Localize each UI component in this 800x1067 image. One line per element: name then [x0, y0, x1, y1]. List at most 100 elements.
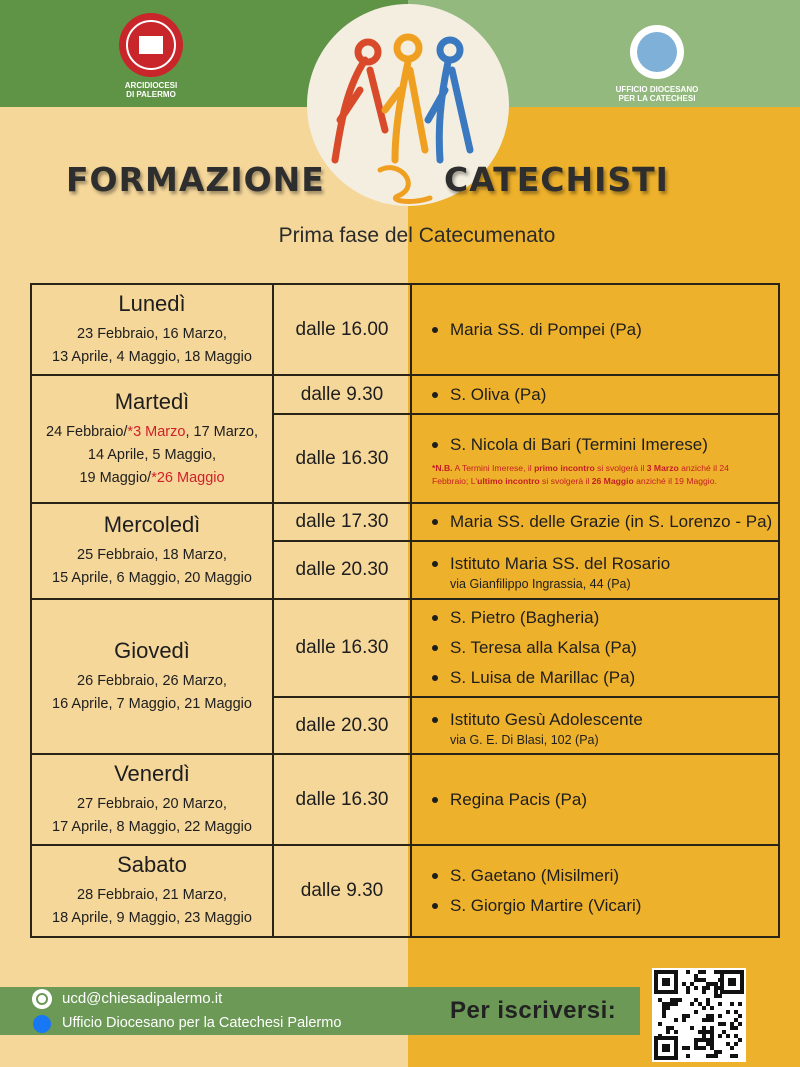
- place-name: Regina Pacis (Pa): [450, 789, 588, 809]
- place: Istituto Maria SS. del Rosario: [412, 554, 778, 574]
- place: Maria SS. di Pompei (Pa): [412, 320, 778, 340]
- qr-module: [714, 994, 718, 998]
- place: S. Teresa alla Kalsa (Pa): [412, 638, 778, 658]
- place: Regina Pacis (Pa): [412, 790, 778, 810]
- qr-module: [670, 1026, 674, 1030]
- title-left: FORMAZIONE: [66, 160, 325, 199]
- note-segment: ultimo incontro: [477, 475, 540, 486]
- note-segment: A Termini Imerese, il: [452, 462, 535, 473]
- qr-module: [706, 1014, 710, 1018]
- date-line: 28 Febbraio, 21 Marzo,: [32, 884, 272, 907]
- bullet: [432, 519, 438, 525]
- qr-module: [670, 1002, 674, 1006]
- qr-module: [706, 1038, 710, 1042]
- places-cell: S. Gaetano (Misilmeri) S. Giorgio Martire…: [410, 844, 780, 938]
- qr-module: [674, 1018, 678, 1022]
- qr-module: [714, 1050, 718, 1054]
- qr-module: [706, 1018, 710, 1022]
- place: S. Luisa de Marillac (Pa): [412, 668, 778, 688]
- qr-module: [738, 1002, 742, 1006]
- qr-module: [738, 1022, 742, 1026]
- place-name: S. Gaetano (Misilmeri): [450, 866, 620, 885]
- session-note: *N.B. A Termini Imerese, il primo incont…: [412, 460, 778, 488]
- qr-module: [666, 1002, 670, 1006]
- day-cell: Venerdì 27 Febbraio, 20 Marzo, 17 Aprile, …: [30, 753, 274, 846]
- qr-module: [710, 1042, 714, 1046]
- qr-module: [686, 986, 690, 990]
- place-address: via G. E. Di Blasi, 102 (Pa): [450, 732, 599, 747]
- qr-module: [682, 1018, 686, 1022]
- note-segment: anziché il 24 Febbraio; L': [432, 462, 729, 486]
- session-time: dalle 9.30: [300, 880, 384, 901]
- date-line: 27 Febbraio, 20 Marzo,: [32, 793, 272, 816]
- note-segment: si svolgerà il: [594, 462, 647, 473]
- date-segment: , 17 Marzo,: [185, 423, 258, 440]
- date-segment: 28 Febbraio, 21 Marzo,: [77, 887, 227, 903]
- footer-facebook: Ufficio Diocesano per la Catechesi Paler…: [62, 1015, 342, 1031]
- qr-module: [726, 1034, 730, 1038]
- qr-module: [730, 1054, 734, 1058]
- seal-building: [139, 36, 163, 54]
- qr-module: [662, 1044, 670, 1052]
- place: S. Pietro (Bagheria): [412, 608, 778, 628]
- places-cell: Maria SS. delle Grazie (in S. Lorenzo - …: [410, 502, 780, 542]
- qr-module: [662, 1002, 666, 1006]
- date-line: 19 Maggio/*26 Maggio: [32, 467, 272, 490]
- date-segment: 15 Aprile, 6 Maggio, 20 Maggio: [52, 570, 252, 586]
- facebook-icon: [33, 1015, 51, 1033]
- session-time: dalle 20.30: [295, 714, 389, 736]
- qr-module: [662, 1010, 666, 1014]
- qr-module: [706, 1054, 710, 1058]
- qr-module: [730, 1026, 734, 1030]
- time-cell: dalle 16.30: [272, 753, 412, 846]
- date-line: 18 Aprile, 9 Maggio, 23 Maggio: [32, 907, 272, 930]
- qr-module: [718, 1022, 722, 1026]
- qr-module: [718, 978, 722, 982]
- qr-module: [710, 1054, 714, 1058]
- bullet: [432, 615, 438, 621]
- qr-module: [702, 1030, 706, 1034]
- qr-module: [694, 986, 698, 990]
- time-cell: dalle 17.30: [272, 502, 412, 542]
- day-dates: 25 Febbraio, 18 Marzo, 15 Aprile, 6 Maggi…: [32, 544, 272, 590]
- qr-module: [678, 998, 682, 1002]
- time-cell: dalle 16.00: [272, 283, 412, 376]
- qr-module: [686, 1046, 690, 1050]
- place-name: Maria SS. di Pompei (Pa): [450, 319, 642, 339]
- qr-module: [706, 1002, 710, 1006]
- date-segment: 13 Aprile, 4 Maggio, 18 Maggio: [52, 348, 252, 365]
- qr-module: [714, 1054, 718, 1058]
- session-time: dalle 16.30: [295, 637, 389, 658]
- qr-module: [734, 1010, 738, 1014]
- places-cell: Istituto Gesù Adolescente via G. E. Di Bl…: [410, 696, 780, 755]
- qr-module: [702, 1006, 706, 1010]
- qr-module: [698, 970, 702, 974]
- places-cell: S. Nicola di Bari (Termini Imerese) *N.B.…: [410, 413, 780, 504]
- day-dates: 24 Febbraio/*3 Marzo, 17 Marzo, 14 Aprile…: [32, 421, 272, 490]
- qr-module: [718, 1014, 722, 1018]
- footer-email: ucd@chiesadipalermo.it: [62, 990, 223, 1007]
- office-logo-inner: [637, 32, 677, 72]
- qr-module: [682, 982, 686, 986]
- place-address: via Gianfilippo Ingrassia, 44 (Pa): [450, 577, 631, 591]
- qr-module: [662, 1014, 666, 1018]
- day-dates: 26 Febbraio, 26 Marzo, 16 Aprile, 7 Maggi…: [32, 670, 272, 716]
- places-cell: Istituto Maria SS. del Rosario via Gianfi…: [410, 540, 780, 600]
- email-icon-at: [36, 993, 48, 1005]
- date-segment: 25 Febbraio, 18 Marzo,: [77, 547, 227, 563]
- day-dates: 23 Febbraio, 16 Marzo, 13 Aprile, 4 Maggi…: [32, 323, 272, 369]
- qr-module: [686, 970, 690, 974]
- place-name: S. Pietro (Bagheria): [450, 608, 600, 627]
- bullet: [432, 675, 438, 681]
- bullet: [432, 796, 438, 803]
- day-cell: Lunedì 23 Febbraio, 16 Marzo, 13 Aprile, 4…: [30, 283, 274, 376]
- place: S. Nicola di Bari (Termini Imerese): [412, 435, 778, 455]
- qr-module: [674, 1002, 678, 1006]
- qr-module: [658, 1022, 662, 1026]
- qr-module: [714, 990, 718, 994]
- qr-module: [718, 986, 722, 990]
- place-name: S. Nicola di Bari (Termini Imerese): [450, 434, 708, 454]
- footer-band: [0, 987, 640, 1035]
- qr-module: [738, 1038, 742, 1042]
- qr-module: [718, 1034, 722, 1038]
